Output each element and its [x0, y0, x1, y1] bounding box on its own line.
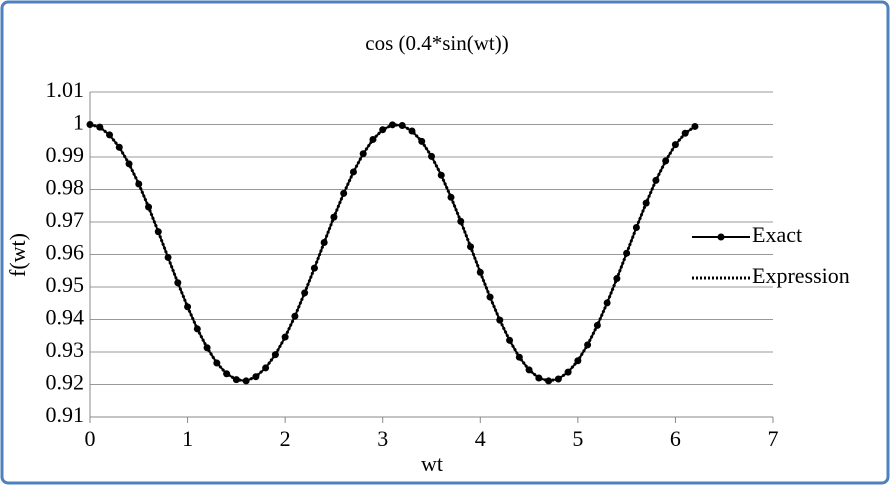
y-axis-label: f(wt) — [5, 233, 30, 277]
y-tick-label: 0.96 — [46, 240, 85, 265]
y-tick-label: 0.97 — [46, 207, 85, 232]
chart-title: cos (0.4*sin(wt)) — [365, 31, 508, 55]
y-tick-label: 0.92 — [46, 370, 85, 395]
legend-label: Expression — [752, 263, 850, 288]
x-axis-label: wt — [421, 451, 443, 476]
legend-marker — [717, 233, 725, 241]
series-line — [89, 123, 696, 383]
x-tick-label: 0 — [85, 426, 96, 451]
y-tick-label: 0.99 — [46, 142, 85, 167]
legend-label: Exact — [752, 222, 802, 247]
x-tick-label: 6 — [670, 426, 681, 451]
y-tick-label: 0.94 — [46, 305, 85, 330]
x-tick-label: 4 — [475, 426, 486, 451]
x-tick-label: 2 — [280, 426, 291, 451]
y-tick-label: 0.98 — [46, 175, 85, 200]
y-tick-label: 0.95 — [46, 272, 85, 297]
x-tick-label: 3 — [377, 426, 388, 451]
y-tick-label: 0.91 — [46, 402, 85, 427]
y-tick-label: 1.01 — [46, 77, 85, 102]
y-tick-label: 1 — [73, 110, 84, 135]
point — [106, 131, 114, 139]
x-tick-label: 7 — [768, 426, 779, 451]
x-tick-label: 5 — [572, 426, 583, 451]
x-tick-label: 1 — [182, 426, 193, 451]
y-tick-label: 0.93 — [46, 337, 85, 362]
